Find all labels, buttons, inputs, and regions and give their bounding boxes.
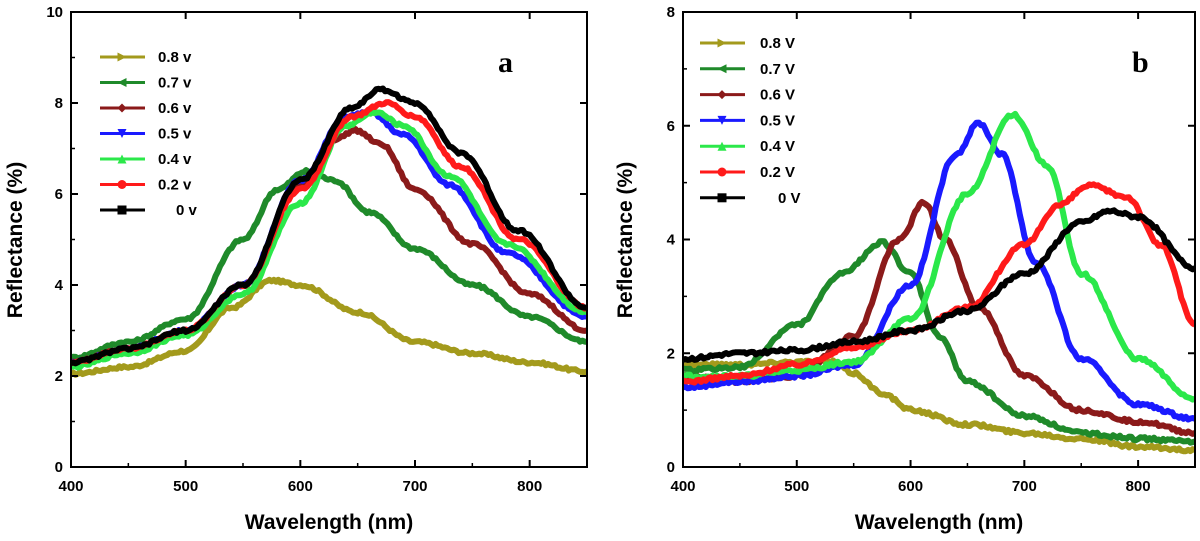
legend-marker	[117, 205, 127, 215]
y-tick-label: 6	[55, 186, 63, 203]
series-line	[71, 167, 587, 362]
legend-label: 0 V	[778, 190, 801, 207]
y-axis-label-b: Reflectance (%)	[614, 162, 637, 318]
series-group-a	[71, 85, 587, 378]
x-tick-label: 400	[670, 478, 695, 495]
y-tick-label: 8	[667, 4, 675, 21]
series-line	[683, 357, 1195, 455]
series-group-b	[683, 110, 1195, 455]
x-tick-label: 500	[784, 478, 809, 495]
legend-marker	[717, 115, 727, 125]
panel-letter-b: b	[1132, 46, 1149, 79]
legend-label: 0.2 v	[158, 177, 192, 194]
ticks-b: 400 500 600 700 800 0 2 4 6 8	[667, 4, 1195, 495]
x-tick-label: 700	[1012, 478, 1037, 495]
legend-marker	[117, 154, 127, 164]
series-line	[71, 85, 587, 367]
legend-label: 0 v	[176, 202, 198, 219]
y-tick-label: 8	[55, 95, 63, 112]
x-tick-label: 700	[402, 478, 427, 495]
legend-marker	[717, 141, 727, 151]
legend-b: 0.8 V 0.7 V 0.6 V 0.5 V 0.4 V 0.2 V 0 V	[700, 35, 801, 207]
y-tick-label: 2	[667, 345, 675, 362]
legend-label: 0.6 v	[158, 100, 192, 117]
series-line	[683, 238, 1195, 446]
legend-label: 0.4 V	[760, 138, 795, 155]
y-tick-label: 4	[667, 232, 676, 249]
legend-label: 0.7 V	[760, 61, 795, 78]
legend-marker	[117, 129, 127, 138]
series-line	[71, 276, 587, 378]
legend-marker	[717, 167, 727, 177]
legend-label: 0.8 v	[158, 49, 192, 66]
legend-marker	[117, 180, 127, 189]
legend-label: 0.4 v	[158, 151, 192, 168]
plot-frame-b	[682, 11, 1196, 468]
x-tick-label: 600	[898, 478, 923, 495]
legend-label: 0.5 v	[158, 126, 192, 143]
x-tick-label: 800	[1126, 478, 1151, 495]
legend-marker	[717, 90, 727, 100]
legend-label: 0.5 V	[760, 112, 795, 129]
x-tick-label: 400	[58, 478, 83, 495]
y-tick-label: 0	[55, 459, 63, 476]
x-tick-label: 800	[517, 478, 542, 495]
x-axis-label-a: Wavelength (nm)	[245, 511, 413, 534]
legend-label: 0.6 V	[760, 87, 795, 104]
legend-label: 0.7 v	[158, 75, 192, 92]
y-axis-label-a: Reflectance (%)	[4, 162, 27, 318]
ticks-a: 400 500 600 700 800 0 2 4 6 8 10	[46, 4, 587, 495]
series-line	[683, 207, 1195, 363]
legend-marker	[117, 52, 127, 62]
legend-label: 0.8 V	[760, 35, 795, 52]
legend-marker	[117, 78, 127, 87]
y-tick-label: 0	[667, 459, 675, 476]
legend-a: 0.8 v 0.7 v 0.6 v 0.5 v 0.4 v 0.2 v 0 v	[100, 49, 198, 219]
y-tick-label: 4	[55, 277, 64, 294]
y-tick-label: 6	[667, 118, 675, 135]
panel-letter-a: a	[498, 46, 513, 79]
legend-marker	[117, 103, 127, 113]
x-axis-label-b: Wavelength (nm)	[855, 511, 1023, 534]
series-line	[683, 119, 1195, 423]
chart-panel-b: 400 500 600 700 800 0 2 4 6 8 0.8 V 0.7 V 0.6 V 0.5 …	[614, 4, 1196, 534]
legend-marker	[717, 38, 727, 48]
legend-marker	[717, 64, 727, 74]
legend-label: 0.2 V	[760, 164, 795, 181]
x-tick-label: 500	[173, 478, 198, 495]
y-tick-label: 2	[55, 368, 63, 385]
y-tick-label: 10	[46, 4, 63, 21]
legend-marker	[717, 193, 727, 203]
x-tick-label: 600	[288, 478, 313, 495]
